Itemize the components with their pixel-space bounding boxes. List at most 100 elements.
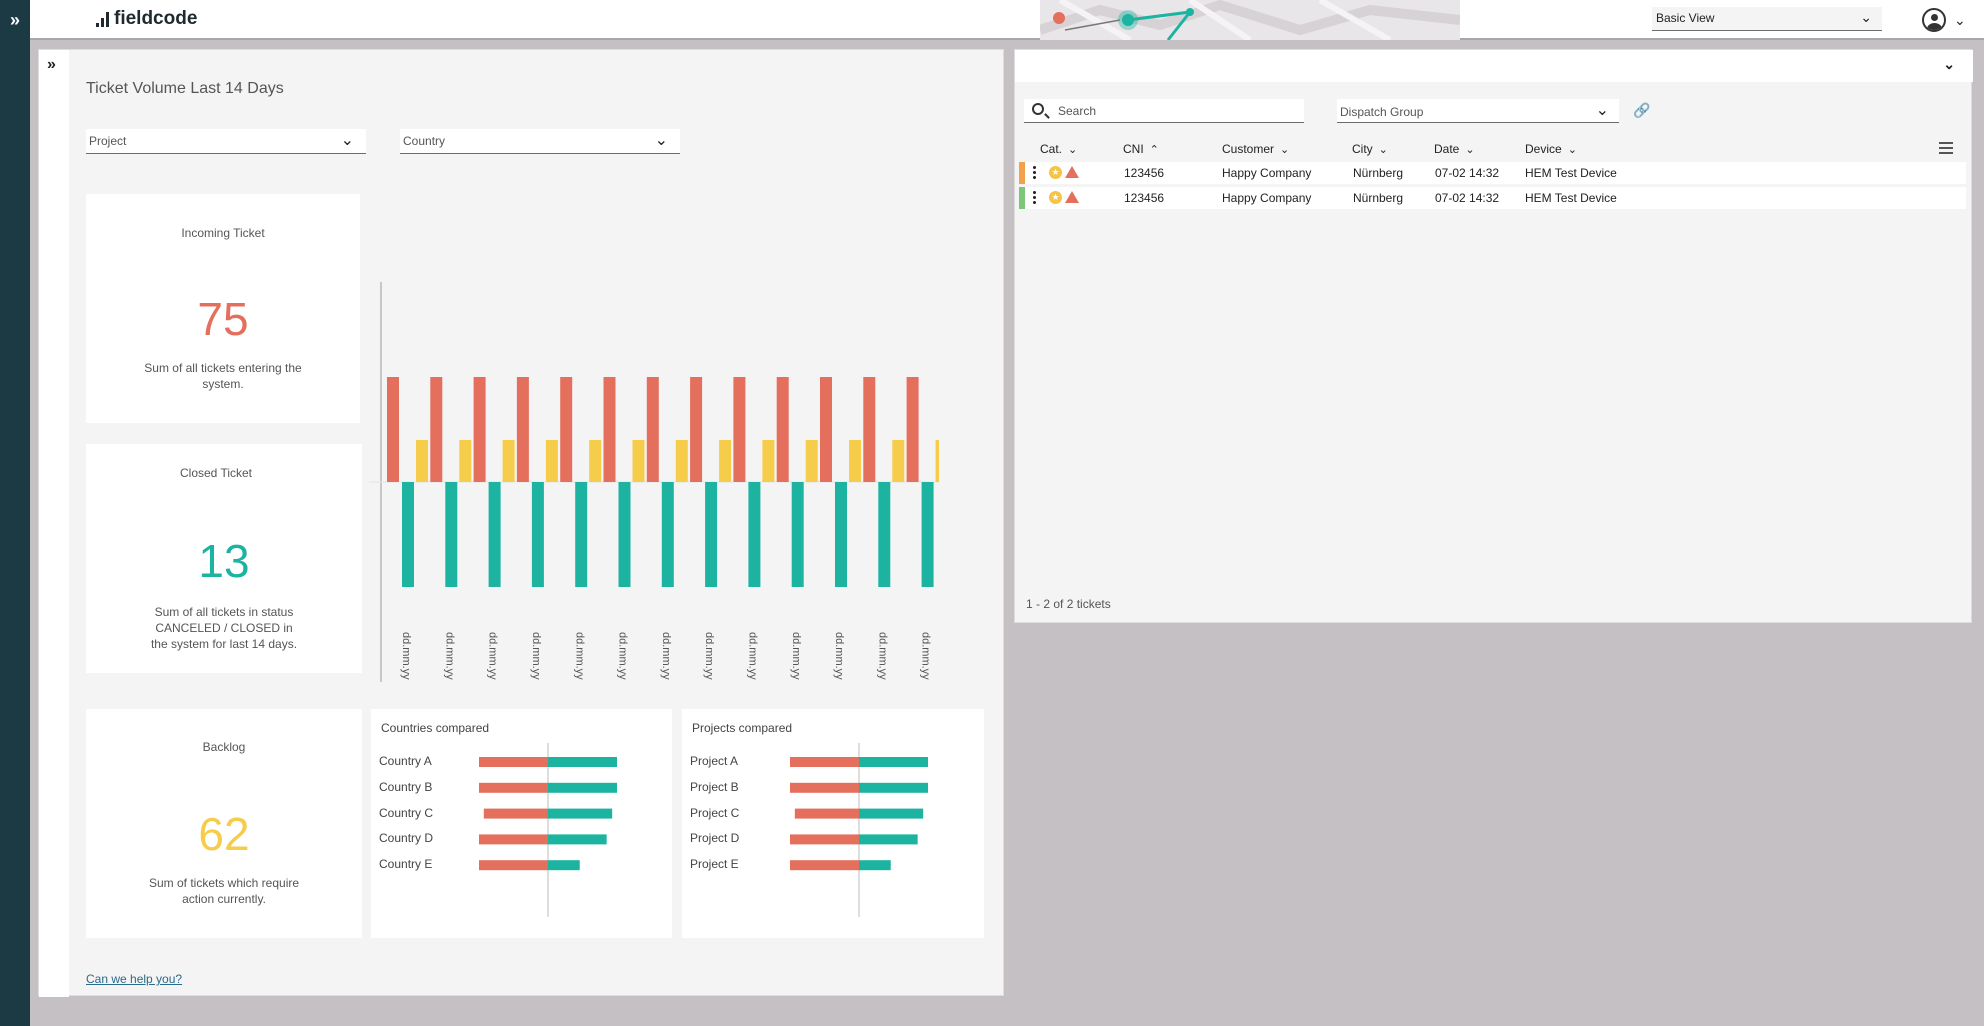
- countries-compared-card: Countries compared Country A Country B Cou…: [371, 709, 672, 938]
- x-tick-label: dd.mm.yy: [876, 632, 888, 680]
- compare-bar-positive: [548, 757, 617, 767]
- chevron-down-icon: ⌄: [1567, 144, 1577, 156]
- compare-bar-negative: [790, 834, 859, 845]
- category-stripe: [1019, 187, 1025, 209]
- link-icon[interactable]: 🔗: [1633, 102, 1651, 118]
- column-label: Date: [1434, 142, 1460, 156]
- dispatch-group-select[interactable]: Dispatch Group ⌄: [1337, 99, 1619, 123]
- backlog-card[interactable]: Backlog 62 Sum of tickets which require …: [86, 709, 362, 938]
- countries-compared-chart: [479, 743, 617, 917]
- column-label: Cat.: [1040, 142, 1063, 156]
- closed-bar: [835, 482, 847, 587]
- help-link[interactable]: Can we help you?: [86, 972, 183, 986]
- collapse-panel-icon[interactable]: ⌄: [1943, 56, 1955, 72]
- incoming-bar: [646, 377, 659, 482]
- ticket-volume-chart: dd.mm.yy dd.mm.yy dd.mm.yy dd.mm.yy dd.mm.yy…: [369, 282, 939, 682]
- chevron-down-icon: ⌄: [1860, 9, 1872, 25]
- closed-ticket-value: 13: [198, 535, 250, 587]
- closed-bar: [445, 482, 458, 587]
- incoming-bar: [473, 377, 486, 482]
- incoming-ticket-card[interactable]: Incoming Ticket 75 Sum of all tickets en…: [86, 194, 360, 423]
- dashboard-title: Ticket Volume Last 14 Days: [86, 80, 284, 97]
- card-description: Sum of all tickets entering the system.: [144, 361, 302, 391]
- backlog-bar: [892, 440, 905, 482]
- chevron-down-icon: ⌄: [1068, 144, 1078, 156]
- map-decoration: [1040, 0, 1460, 40]
- ticket-count: 1 - 2 of 2 tickets: [1026, 597, 1111, 611]
- view-select-value: Basic View: [1656, 11, 1715, 25]
- compare-category-label: Country A: [379, 754, 432, 768]
- compare-category-label: Country C: [379, 805, 434, 820]
- table-row[interactable]: ★ 123456 Happy Company Nürnberg 07-02 14…: [1019, 162, 1966, 184]
- dispatch-group-value: Dispatch Group: [1340, 105, 1424, 119]
- star-icon: ★: [1049, 166, 1062, 179]
- projects-compared-card: Projects compared Project A Project B Proj…: [682, 709, 984, 938]
- cell-date: 07-02 14:32: [1435, 166, 1500, 180]
- compare-bar-negative: [479, 860, 548, 871]
- incoming-bar: [906, 377, 919, 482]
- compare-category-label: Project E: [690, 857, 739, 872]
- x-tick-label: dd.mm.yy: [443, 632, 455, 680]
- column-header-city[interactable]: City ⌄: [1352, 142, 1388, 156]
- x-tick-label: dd.mm.yy: [400, 632, 412, 680]
- x-tick-label: dd.mm.yy: [790, 632, 802, 680]
- table-row[interactable]: ★ 123456 Happy Company Nürnberg 07-02 14…: [1019, 187, 1966, 209]
- backlog-bar: [459, 440, 472, 482]
- backlog-bar: [545, 440, 558, 482]
- column-settings-icon[interactable]: [1939, 142, 1953, 154]
- left-rail: »: [0, 0, 30, 1026]
- closed-bar: [575, 482, 588, 587]
- projects-compared-chart: [790, 743, 928, 917]
- user-menu-button[interactable]: ⌄: [1922, 6, 1982, 34]
- backlog-value: 62: [198, 808, 250, 860]
- compare-bar-negative: [479, 834, 548, 845]
- x-tick-label: dd.mm.yy: [920, 632, 932, 680]
- compare-bar-positive: [548, 834, 607, 845]
- compare-category-label: Country D: [379, 831, 434, 846]
- category-stripe: [1019, 162, 1025, 184]
- column-label: Device: [1525, 142, 1562, 156]
- x-tick-label: dd.mm.yy: [703, 632, 715, 680]
- project-filter[interactable]: Project ⌄: [86, 129, 366, 154]
- star-icon: ★: [1049, 191, 1062, 204]
- country-filter-value: Country: [403, 134, 446, 148]
- warning-icon: [1065, 191, 1079, 203]
- view-select[interactable]: Basic View ⌄: [1652, 7, 1882, 31]
- backlog-bar: [675, 440, 688, 482]
- closed-bar: [878, 482, 891, 587]
- card-description: Sum of tickets which require action curr…: [148, 876, 300, 906]
- compare-bar-positive: [548, 808, 613, 819]
- chevron-down-icon: ⌄: [1280, 144, 1290, 156]
- closed-bar: [488, 482, 501, 587]
- app-logo[interactable]: fieldcode: [96, 8, 197, 30]
- column-header-cni[interactable]: CNI ⌃: [1123, 142, 1159, 156]
- more-options-icon[interactable]: [1033, 166, 1036, 180]
- column-header-date[interactable]: Date ⌄: [1434, 142, 1475, 156]
- chevron-down-icon: ⌄: [1954, 11, 1966, 28]
- incoming-bar: [560, 377, 573, 482]
- closed-bar: [402, 482, 414, 587]
- compare-category-label: Project D: [690, 831, 740, 846]
- x-tick-label: dd.mm.yy: [660, 632, 672, 680]
- column-label: City: [1352, 142, 1373, 156]
- cell-device: HEM Test Device: [1525, 166, 1617, 180]
- search-input[interactable]: Search: [1024, 99, 1304, 123]
- dashboard-panel: » Ticket Volume Last 14 Days Project ⌄ C…: [38, 49, 1004, 997]
- chevron-down-icon: ⌄: [1378, 144, 1388, 156]
- compare-bar-negative: [790, 860, 859, 871]
- column-header-customer[interactable]: Customer ⌄: [1222, 142, 1289, 156]
- chevron-down-icon: ⌄: [1465, 144, 1475, 156]
- closed-bar: [705, 482, 718, 587]
- closed-ticket-card[interactable]: Closed Ticket 13 Sum of all tickets in s…: [86, 444, 362, 673]
- more-options-icon[interactable]: [1033, 191, 1036, 205]
- column-header-cat[interactable]: Cat. ⌄: [1040, 142, 1077, 156]
- cell-customer: Happy Company: [1222, 191, 1312, 205]
- compare-category-label: Project B: [690, 779, 739, 794]
- closed-bar: [748, 482, 761, 587]
- backlog-bar: [719, 440, 732, 482]
- dashboard-collapse-bar[interactable]: »: [39, 50, 69, 997]
- column-header-device[interactable]: Device ⌄: [1525, 142, 1577, 156]
- expand-rail-icon[interactable]: »: [9, 9, 20, 30]
- country-filter[interactable]: Country ⌄: [400, 129, 680, 154]
- incoming-bar: [690, 377, 703, 482]
